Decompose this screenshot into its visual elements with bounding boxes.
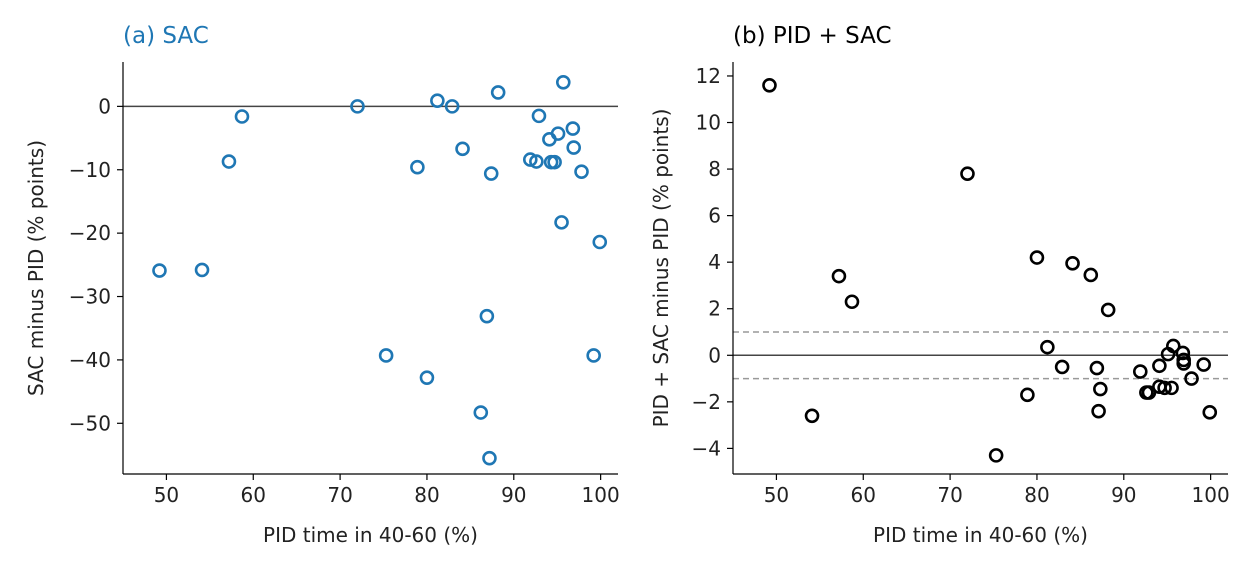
panel-b-data-point-30 <box>1202 405 1218 420</box>
panel-b-data-point-14 <box>1093 381 1108 397</box>
panel-b-data-point-8 <box>1040 339 1055 355</box>
panel-a-x-tick-label: 80 <box>414 483 439 507</box>
panel-b-y-tick-label: 2 <box>708 297 721 321</box>
panel-b-title: (b) PID + SAC <box>733 23 892 49</box>
panel-a-data-point-28 <box>586 348 601 363</box>
panel-a-data-point-24 <box>555 74 571 90</box>
panel-b-data-point-23 <box>1164 380 1179 396</box>
panel-b-data-point-11 <box>1083 267 1099 283</box>
panel-b-data-point-15 <box>1100 302 1116 318</box>
panel-a-data-point-6 <box>410 159 425 175</box>
panel-b-data-point-9 <box>1054 359 1070 375</box>
panel-b-y-tick-label: 10 <box>696 111 721 135</box>
panel-b-y-tick-label: 8 <box>708 157 721 181</box>
panel-b-data-point-7 <box>1029 250 1045 265</box>
panel-a-data-point-27 <box>574 164 589 179</box>
panel-b-data-point-29 <box>1196 357 1211 372</box>
panel-a-sac: (a) SAC PID time in 40-60 (%) SAC minus … <box>24 23 620 547</box>
panel-a-y-tick-label: −10 <box>69 158 111 182</box>
panel-b-x-axis-label: PID time in 40-60 (%) <box>873 523 1088 547</box>
panel-a-data-point-18 <box>531 108 547 124</box>
panel-b-pid-sac: (b) PID + SAC PID time in 40-60 (%) PID … <box>649 23 1230 547</box>
panel-b-data-point-28 <box>1184 371 1199 386</box>
panel-a-data-point-25 <box>565 121 581 136</box>
panel-a-data-point-8 <box>430 93 445 108</box>
panel-b-data-point-27 <box>1176 356 1192 371</box>
panel-b-data-point-0 <box>762 77 777 93</box>
panel-b-data-point-21 <box>1157 380 1172 396</box>
panel-b-data-point-2 <box>831 268 847 284</box>
panel-a-data-point-26 <box>566 140 582 155</box>
panel-a-y-tick-label: −20 <box>69 221 111 245</box>
panel-a-data-point-1 <box>194 262 210 278</box>
panel-b-x-tick-label: 60 <box>851 483 876 507</box>
panel-b-data-point-25 <box>1175 345 1191 361</box>
panel-a-y-axis-label: SAC minus PID (% points) <box>24 140 48 396</box>
panel-a-y-tick-label: 0 <box>98 94 111 118</box>
panel-a-data-point-9 <box>444 99 460 114</box>
panel-b-y-tick-label: −4 <box>692 436 721 460</box>
panel-a-data-point-10 <box>455 141 470 157</box>
panel-a-y-tick-label: −50 <box>69 411 111 435</box>
panel-b-x-tick-label: 70 <box>937 483 962 507</box>
panel-a-data-point-22 <box>550 126 566 141</box>
panel-a-data-point-0 <box>152 263 167 278</box>
panel-a-x-axis-label: PID time in 40-60 (%) <box>263 523 478 547</box>
panel-a-data-point-17 <box>529 154 544 169</box>
panel-b-data-point-12 <box>1089 360 1105 376</box>
panel-b-data-point-24 <box>1165 338 1181 354</box>
panel-a-data-point-2 <box>221 154 237 169</box>
panel-a-title: (a) SAC <box>123 23 209 49</box>
panel-b-y-tick-label: 0 <box>708 343 721 367</box>
panel-a-data-point-11 <box>473 405 489 420</box>
panel-a-x-tick-label: 100 <box>582 483 620 507</box>
panel-b-data-point-16 <box>1132 364 1148 379</box>
panel-a-data-point-16 <box>522 152 538 167</box>
panel-b-data-point-13 <box>1091 403 1106 419</box>
panel-a-data-point-13 <box>482 450 497 466</box>
panel-b-data-point-10 <box>1065 256 1080 271</box>
panel-b-y-tick-label: 12 <box>696 64 721 88</box>
panel-b-y-tick-label: −2 <box>692 390 721 414</box>
panel-a-x-tick-label: 90 <box>501 483 526 507</box>
panel-a-data-point-29 <box>592 234 608 250</box>
panel-a-data-point-7 <box>419 370 435 385</box>
panel-a-data-point-5 <box>378 348 394 363</box>
panel-a-data-point-4 <box>350 99 365 114</box>
panel-b-x-tick-label: 80 <box>1024 483 1049 507</box>
panel-b-y-tick-label: 6 <box>708 204 721 228</box>
panel-b-data-point-6 <box>1020 387 1035 403</box>
panel-a-x-tick-label: 50 <box>154 483 179 507</box>
panel-a-data-point-12 <box>479 308 495 324</box>
panel-b-y-axis-label: PID + SAC minus PID (% points) <box>649 109 673 428</box>
panel-a-x-tick-label: 70 <box>327 483 352 507</box>
panel-a-y-tick-label: −40 <box>69 348 111 372</box>
panel-b-data-point-3 <box>844 294 860 310</box>
panel-a-data-point-15 <box>490 85 506 100</box>
panel-b-x-tick-label: 90 <box>1111 483 1136 507</box>
panel-a-data-point-14 <box>483 166 499 181</box>
panel-b-x-tick-label: 100 <box>1192 483 1230 507</box>
panel-b-x-tick-label: 50 <box>764 483 789 507</box>
panel-a-data-point-3 <box>234 109 250 124</box>
panel-b-data-point-5 <box>988 448 1004 463</box>
panel-b-data-point-1 <box>804 408 820 424</box>
panel-a-x-tick-label: 60 <box>241 483 266 507</box>
panel-b-data-point-18 <box>1141 385 1157 400</box>
panel-b-data-point-4 <box>960 166 975 182</box>
panel-a-data-point-21 <box>547 154 562 170</box>
panel-b-y-tick-label: 4 <box>708 250 721 274</box>
panel-b-data-point-19 <box>1152 358 1167 374</box>
panel-a-y-tick-label: −30 <box>69 285 111 309</box>
panel-a-data-point-23 <box>554 215 569 230</box>
